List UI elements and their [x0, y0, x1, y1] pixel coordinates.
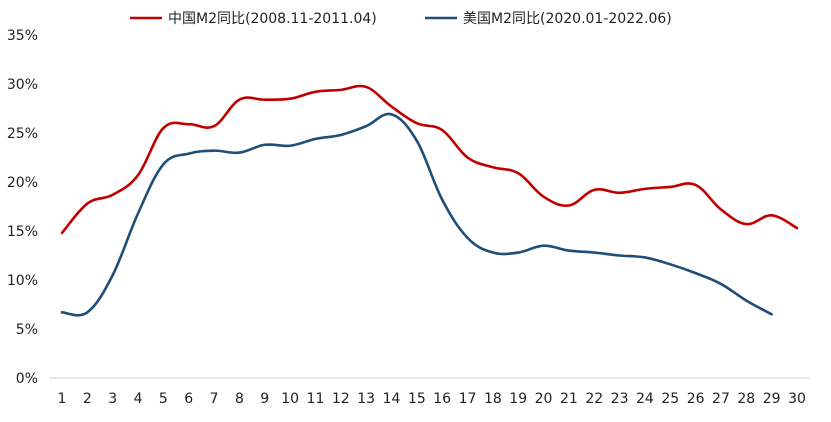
y-tick-label: 20%: [7, 175, 38, 191]
series-line-china-m2: [60, 84, 799, 235]
x-tick-label: 2: [83, 391, 92, 407]
x-tick-label: 22: [585, 391, 603, 407]
x-tick-label: 4: [134, 391, 143, 407]
y-tick-label: 30%: [7, 77, 38, 93]
x-tick-label: 27: [712, 391, 730, 407]
legend-item-china-m2: 中国M2同比(2008.11-2011.04): [130, 11, 377, 27]
x-tick-label: 7: [210, 391, 219, 407]
x-tick-label: 12: [332, 391, 350, 407]
x-tick-label: 15: [408, 391, 426, 407]
x-tick-label: 11: [307, 391, 325, 407]
x-tick-label: 5: [159, 391, 168, 407]
x-tick-label: 29: [763, 391, 781, 407]
y-tick-label: 25%: [7, 126, 38, 142]
x-tick-label: 13: [357, 391, 375, 407]
y-axis: 0% 5% 10% 15% 20% 25% 30% 35%: [7, 28, 38, 387]
legend-label: 美国M2同比(2020.01-2022.06): [463, 11, 672, 27]
x-tick-label: 6: [184, 391, 193, 407]
x-tick-label: 18: [484, 391, 502, 407]
x-tick-label: 10: [281, 391, 299, 407]
x-axis: 1 2 3 4 5 6 7 8 9 10 11 12 13 14 15 16 17 18 19 20 21 22 23 24 2…: [49, 377, 810, 407]
x-tick-label: 1: [58, 391, 67, 407]
x-tick-label: 28: [737, 391, 755, 407]
legend: 中国M2同比(2008.11-2011.04) 美国M2同比(2020.01-20…: [130, 11, 672, 27]
x-tick-label: 25: [661, 391, 679, 407]
x-tick-label: 17: [459, 391, 477, 407]
legend-item-us-m2: 美国M2同比(2020.01-2022.06): [425, 11, 672, 27]
plot-area: [60, 84, 799, 317]
y-tick-label: 35%: [7, 28, 38, 44]
y-tick-label: 10%: [7, 273, 38, 289]
x-tick-label: 21: [560, 391, 578, 407]
y-tick-label: 0%: [16, 371, 38, 387]
x-tick-label: 9: [260, 391, 269, 407]
y-tick-label: 5%: [16, 322, 38, 338]
x-tick-label: 8: [235, 391, 244, 407]
x-tick-label: 16: [433, 391, 451, 407]
x-tick-label: 19: [509, 391, 527, 407]
legend-label: 中国M2同比(2008.11-2011.04): [168, 11, 377, 27]
x-tick-label: 30: [788, 391, 806, 407]
x-tick-label: 26: [687, 391, 705, 407]
x-tick-label: 24: [636, 391, 654, 407]
series-line-us-m2: [60, 112, 773, 317]
x-tick-label: 3: [108, 391, 117, 407]
x-tick-label: 23: [611, 391, 629, 407]
x-tick-label: 20: [535, 391, 553, 407]
y-tick-label: 15%: [7, 224, 38, 240]
x-tick-label: 14: [383, 391, 401, 407]
